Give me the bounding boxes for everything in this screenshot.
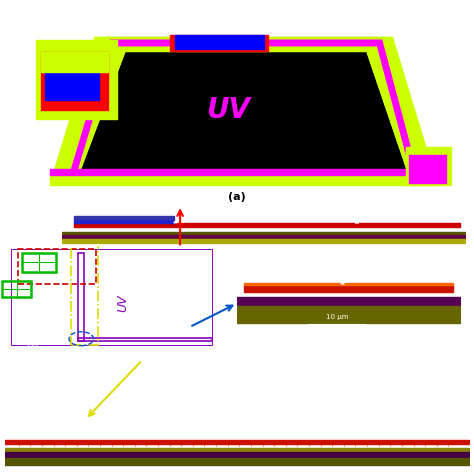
Polygon shape bbox=[81, 53, 406, 171]
Text: (a): (a) bbox=[228, 191, 246, 202]
Bar bbox=[78, 338, 211, 341]
Bar bbox=[170, 35, 268, 51]
Bar bbox=[409, 155, 447, 183]
Bar bbox=[174, 35, 264, 49]
Bar bbox=[11, 249, 211, 345]
Bar bbox=[78, 253, 83, 341]
Bar bbox=[71, 244, 98, 345]
Bar bbox=[36, 40, 117, 119]
Text: Beam: Beam bbox=[172, 423, 190, 436]
Bar bbox=[46, 62, 99, 100]
Bar bbox=[41, 53, 108, 72]
Polygon shape bbox=[81, 53, 406, 171]
Bar bbox=[2, 281, 31, 297]
Bar bbox=[18, 249, 96, 284]
Bar bbox=[41, 53, 108, 110]
Bar bbox=[22, 253, 56, 272]
Text: 10 μm: 10 μm bbox=[326, 314, 348, 320]
Text: 100 μm: 100 μm bbox=[27, 345, 51, 350]
Polygon shape bbox=[50, 36, 438, 183]
Text: 100 μm: 100 μm bbox=[117, 204, 144, 210]
Text: Micromirror: Micromirror bbox=[341, 267, 413, 284]
Text: 60 μm: 60 μm bbox=[425, 419, 444, 425]
Text: Dimples: Dimples bbox=[294, 422, 319, 427]
Text: Beam: Beam bbox=[356, 209, 392, 223]
Text: Pad: Pad bbox=[174, 209, 203, 223]
Bar bbox=[406, 146, 451, 185]
Text: UV: UV bbox=[116, 294, 129, 312]
Text: UV: UV bbox=[206, 96, 250, 124]
Text: Micromirror: Micromirror bbox=[9, 423, 46, 436]
